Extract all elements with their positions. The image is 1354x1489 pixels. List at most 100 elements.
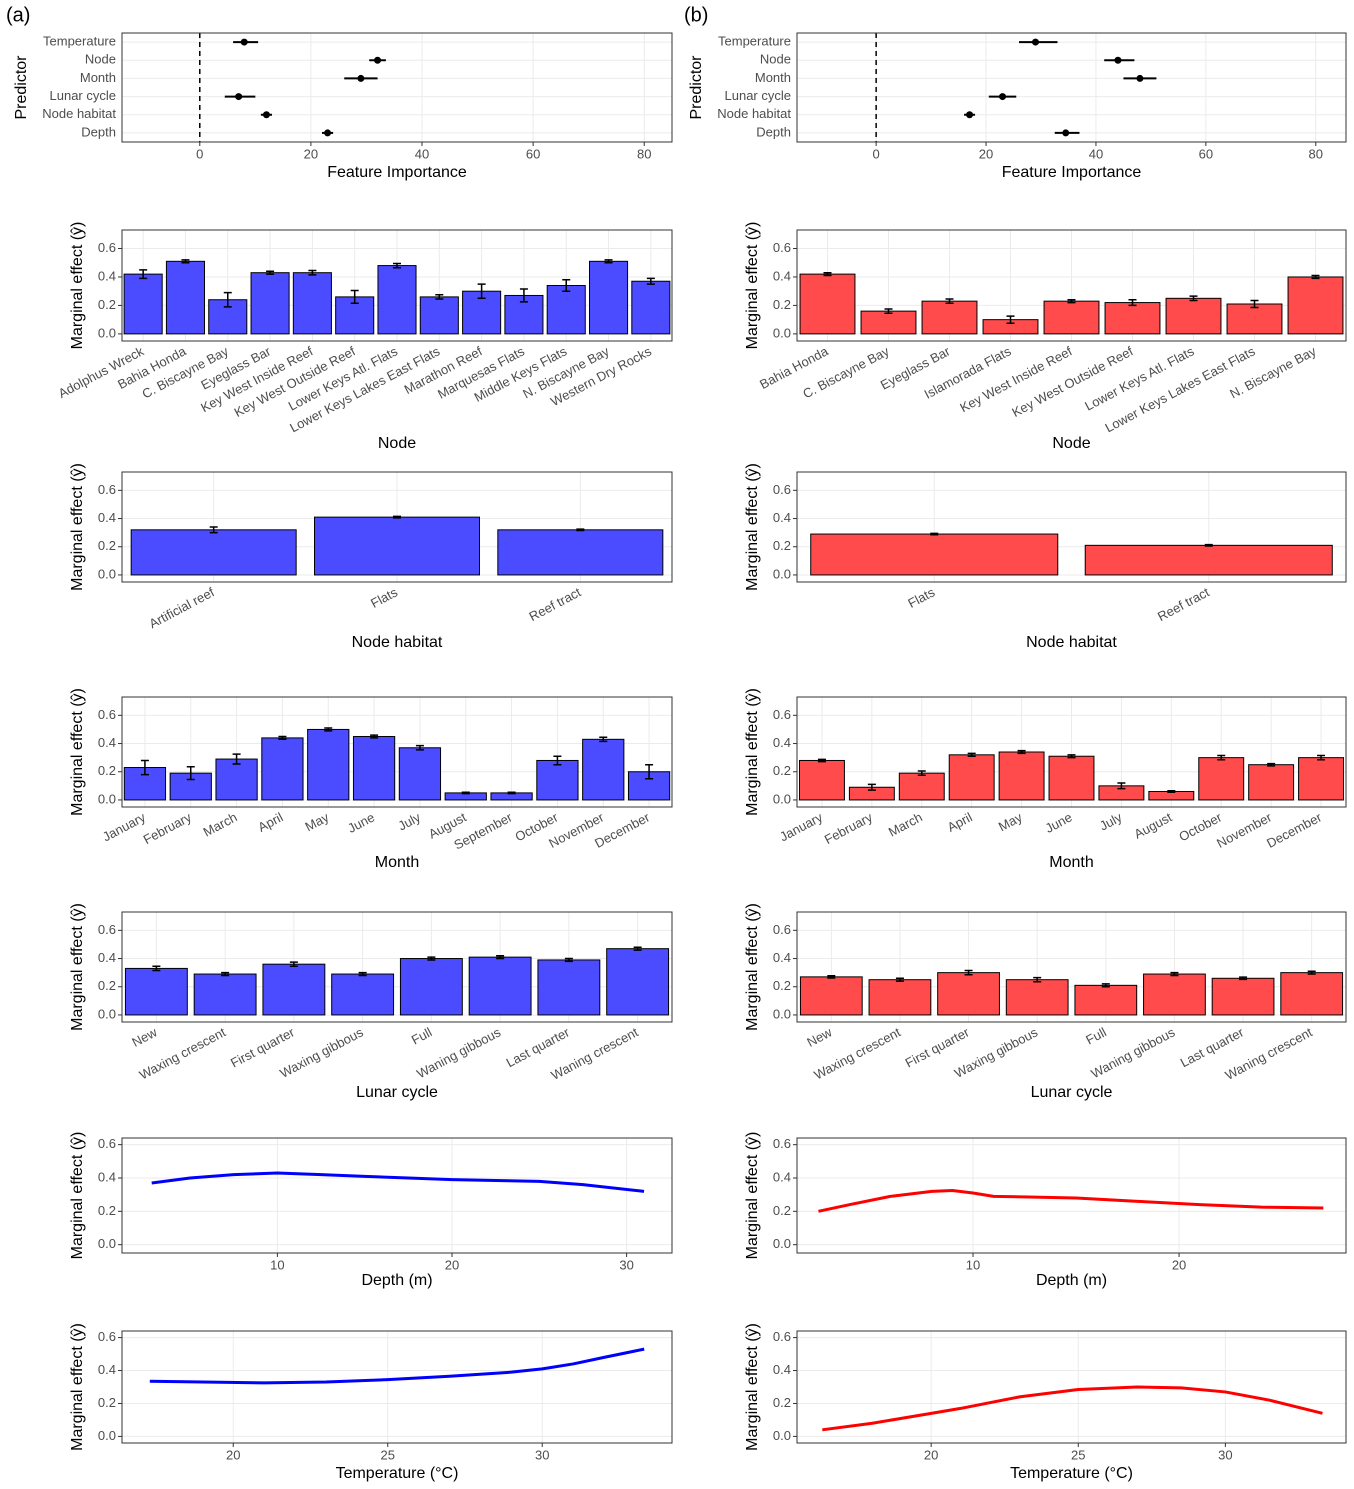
y-tick-label: Temperature [718,34,791,49]
x-tick-label: 30 [619,1257,633,1272]
x-tick-label: 40 [415,146,429,161]
bar [315,517,480,575]
bar [1249,765,1294,800]
bar [125,968,187,1015]
y-tick-label: 0.6 [773,1136,791,1151]
y-tick-label: 0.0 [98,325,116,340]
x-tick-label: 30 [1218,1447,1232,1462]
y-tick-label: 0.4 [773,1169,791,1184]
x-tick-label: January [777,809,825,844]
bar [1299,758,1344,800]
y-tick-label: 0.2 [98,1395,116,1410]
y-tick-label: 0.4 [98,510,116,525]
error-bar [393,516,401,517]
y-tick-label: 0.2 [773,1203,791,1218]
y-axis-title: Marginal effect (ŷ) [69,1323,86,1451]
x-tick-label: 60 [1199,146,1213,161]
point [263,111,270,118]
x-axis-title: Node habitat [352,634,443,651]
bar [538,960,600,1015]
bar [861,311,916,334]
error-bar [930,533,938,534]
bar [1166,298,1221,334]
x-tick-label: 25 [1071,1447,1085,1462]
bar [590,261,628,334]
y-tick-label: 0.6 [773,1329,791,1344]
bar [869,980,931,1015]
x-tick-label: April [255,809,285,835]
x-tick-label: New [804,1024,835,1050]
bar [1049,756,1094,800]
y-tick-label: 0.0 [773,1236,791,1251]
x-tick-label: 0 [873,146,880,161]
x-tick-label: 10 [966,1257,980,1272]
y-tick-label: 0.4 [773,950,791,965]
y-tick-label: Node habitat [42,106,116,121]
y-tick-label: 0.0 [98,566,116,581]
plot-background [797,33,1346,142]
y-tick-label: Month [755,70,791,85]
y-tick-label: 0.4 [773,268,791,283]
plot-background [797,1331,1346,1443]
bar [166,261,204,334]
bar [1281,973,1343,1015]
x-axis-title: Month [375,854,419,871]
x-tick-label: 0 [196,146,203,161]
x-axis-title: Temperature (°C) [336,1465,459,1482]
bar [1105,303,1160,334]
x-tick-label: July [395,809,423,833]
x-tick-label: April [945,809,975,835]
point [966,111,973,118]
y-tick-label: 0.2 [98,538,116,553]
y-axis-title: Marginal effect (ŷ) [744,222,761,350]
plot-background [122,1138,672,1253]
y-axis-title: Predictor [13,55,30,120]
bar [922,301,977,334]
x-tick-label: 10 [270,1257,284,1272]
x-axis-title: Node habitat [1026,634,1117,651]
bar [1199,758,1244,800]
bar [811,534,1058,575]
plot-background [797,1138,1346,1253]
x-tick-label: 20 [445,1257,459,1272]
y-axis-title: Marginal effect (ŷ) [69,688,86,816]
x-tick-label: November [1214,809,1275,851]
x-axis-title: Temperature (°C) [1010,1465,1133,1482]
bar [332,974,394,1015]
y-axis-title: Predictor [688,55,705,120]
x-tick-label: August [1132,809,1175,841]
bar [194,974,256,1015]
y-axis-title: Marginal effect (ŷ) [69,463,86,591]
error-bar [508,792,516,793]
bar [999,752,1044,800]
error-bar [462,792,470,793]
y-tick-label: 0.0 [773,566,791,581]
x-tick-label: New [129,1024,160,1050]
bar [547,286,585,334]
y-tick-label: 0.6 [98,1136,116,1151]
bar [537,760,578,799]
x-axis-title: Depth (m) [361,1272,432,1289]
y-axis-title: Marginal effect (ŷ) [744,688,761,816]
y-tick-label: Lunar cycle [725,88,791,103]
x-axis-title: Month [1049,854,1093,871]
bar [262,738,303,800]
point [1062,129,1069,136]
x-tick-label: Full [1083,1024,1109,1047]
bar [607,949,669,1015]
y-axis-title: Marginal effect (ŷ) [69,1132,86,1260]
y-tick-label: 0.6 [773,707,791,722]
bar [1044,301,1099,334]
x-axis-title: Feature Importance [327,164,467,181]
y-tick-label: 0.0 [773,791,791,806]
y-tick-label: Temperature [43,34,116,49]
y-axis-title: Marginal effect (ŷ) [69,222,86,350]
x-axis-title: Feature Importance [1002,164,1142,181]
bar [1212,978,1274,1015]
x-tick-label: March [201,809,240,839]
y-tick-label: 0.2 [98,297,116,312]
y-tick-label: 0.2 [773,297,791,312]
x-tick-label: 80 [637,146,651,161]
y-tick-label: 0.2 [98,978,116,993]
y-tick-label: 0.2 [773,978,791,993]
